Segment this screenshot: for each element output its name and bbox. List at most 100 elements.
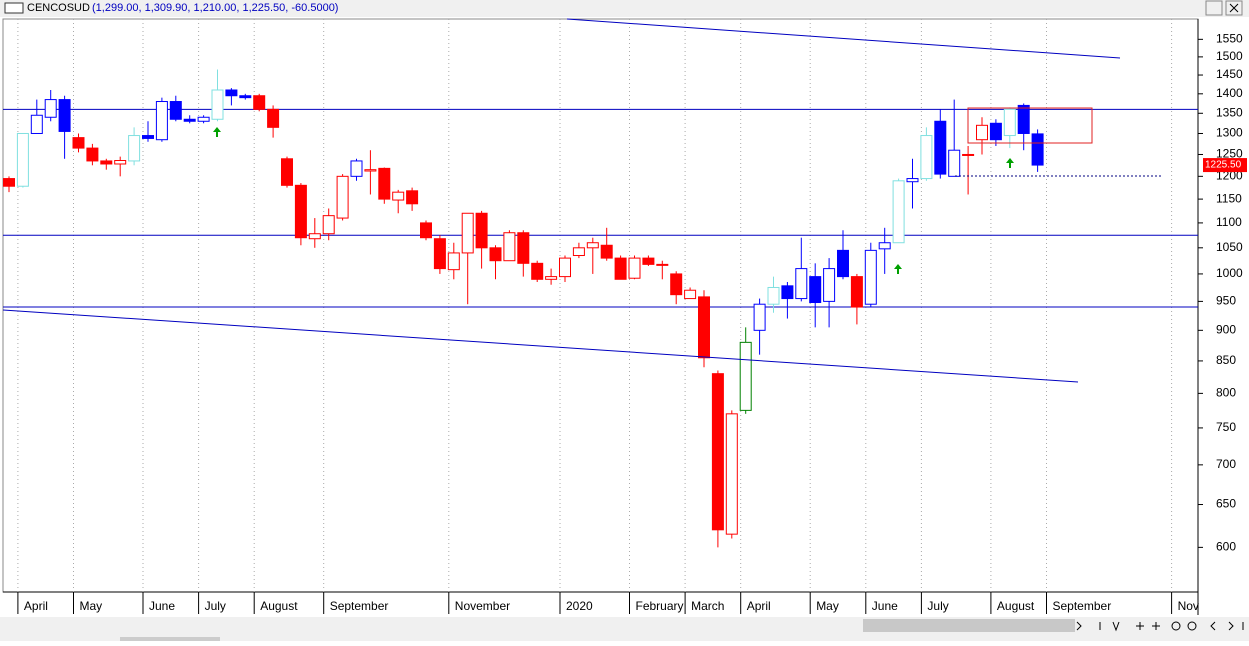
candle-body [976,124,988,141]
tab-strip [120,637,220,641]
candle-body [725,413,738,535]
candle-body [698,296,710,359]
candle-body [364,169,377,172]
x-tick-label: September [1053,599,1112,613]
candle-body [989,122,1002,141]
x-tick-label: May [816,599,839,613]
candle-body [211,89,224,120]
candle-body [58,99,71,132]
candle-body [962,153,975,156]
candle-body [183,118,196,122]
candle-body [531,262,544,280]
candle-body [642,257,655,265]
candle-body [420,222,432,239]
x-tick-label: 2020 [566,599,593,613]
window-icon [4,2,24,14]
scroll-thumb[interactable] [863,619,1075,632]
candle-body [169,101,182,120]
y-tick-label: 1400 [1216,86,1243,100]
candle-body [86,147,99,162]
candle-body [475,212,488,249]
candle-body [559,257,571,278]
candle-body [392,191,405,201]
last-price-label: 1225.50 [1205,160,1242,171]
plot-area [2,18,1199,593]
signal-arrow [1006,158,1014,168]
candle-body [281,158,293,186]
x-tick-label: April [24,599,48,613]
signal-arrow [213,127,221,137]
trend-line [566,18,1121,59]
x-tick-label: July [927,599,948,613]
candle-body [670,273,683,296]
candle-body [517,232,530,264]
candle-body [892,180,905,244]
candle-body [225,89,238,97]
candle-body [753,303,766,331]
zoom-in[interactable] [1187,621,1197,631]
chart-title: CENCOSUD [27,2,90,14]
x-tick-label: August [997,599,1035,613]
close-icon [1229,3,1239,13]
candle-body [1003,108,1016,137]
y-tick-label: 1150 [1216,191,1242,205]
y-tick-label: 850 [1216,353,1236,367]
candle-body [503,232,516,262]
candle-body [739,341,752,411]
candle-body [447,252,460,271]
trend-line [2,309,1079,383]
x-tick-label: April [747,599,771,613]
restore-button[interactable] [1205,0,1223,16]
x-tick-label: March [691,599,724,613]
y-tick-label: 1250 [1216,147,1243,161]
candle-body [322,215,335,235]
y-tick-label: 1450 [1216,67,1243,81]
candle-body [837,249,849,278]
candle-body [1031,133,1044,166]
y-tick-label: 950 [1216,294,1236,308]
candle-body [44,99,57,118]
x-tick-label: June [872,599,898,613]
candle-body [545,276,558,280]
y-tick-label: 600 [1216,540,1236,554]
nav-icons[interactable] [1210,621,1244,631]
x-tick-label: November [455,599,510,613]
candle-body [142,135,154,139]
candle-body [906,178,919,183]
y-tick-label: 1550 [1216,32,1243,46]
x-tick-label: September [330,599,389,613]
x-tick-label: August [260,599,298,613]
scroll-right[interactable] [1076,621,1082,631]
candle-body [711,373,724,531]
x-tick-label: June [149,599,175,613]
candle-body [128,135,141,162]
candle-body [809,276,822,304]
y-tick-label: 700 [1216,457,1236,471]
candle-body [253,95,266,110]
candle-body [781,285,794,300]
candle-body [684,289,697,300]
candle-body [934,120,947,175]
x-tick-label: Nov [1178,599,1199,613]
candle-body [461,212,474,254]
candle-body [3,178,15,187]
y-tick-label: 1300 [1216,126,1243,140]
candle-body [767,286,780,305]
candle-body [628,257,641,279]
candle-body [948,149,961,177]
candle-body [920,135,933,180]
candle-body [586,242,599,249]
candle-body [30,114,43,134]
candle-body [656,263,669,266]
y-tick-label: 750 [1216,420,1236,434]
candle-body [1017,104,1030,134]
y-tick-label: 650 [1216,497,1236,511]
zoom-out[interactable] [1171,621,1181,631]
range-box [967,107,1093,144]
toolbar-icons[interactable] [1099,621,1160,632]
candle-body [378,167,391,200]
candle-body [197,116,210,122]
candle-body [600,244,613,259]
chart-subtitle: (1,299.00, 1,309.90, 1,210.00, 1,225.50,… [92,2,338,14]
